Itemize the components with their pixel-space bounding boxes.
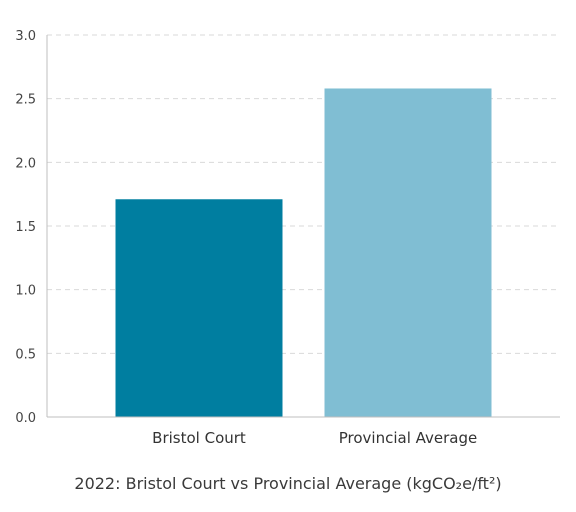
x-tick-label: Bristol Court <box>152 429 246 447</box>
y-tick-label: 1.0 <box>15 284 36 299</box>
x-tick-label: Provincial Average <box>339 429 478 447</box>
x-axis: Bristol Court Provincial Average <box>47 416 560 447</box>
y-tick-label: 0.0 <box>15 411 36 426</box>
y-tick-label: 0.5 <box>15 347 36 362</box>
chart-caption: 2022: Bristol Court vs Provincial Averag… <box>74 474 502 493</box>
y-axis: 0.0 0.5 1.0 1.5 2.0 2.5 3.0 <box>15 29 48 426</box>
y-tick-label: 1.5 <box>15 220 36 235</box>
bar <box>115 199 283 417</box>
y-tick-label: 2.0 <box>15 156 36 171</box>
bar-chart: 0.0 0.5 1.0 1.5 2.0 2.5 3.0 Bristol Court Provi… <box>15 29 560 447</box>
y-tick-label: 3.0 <box>15 29 36 44</box>
bar <box>324 88 492 417</box>
bars <box>115 88 492 417</box>
y-tick-label: 2.5 <box>15 93 36 108</box>
